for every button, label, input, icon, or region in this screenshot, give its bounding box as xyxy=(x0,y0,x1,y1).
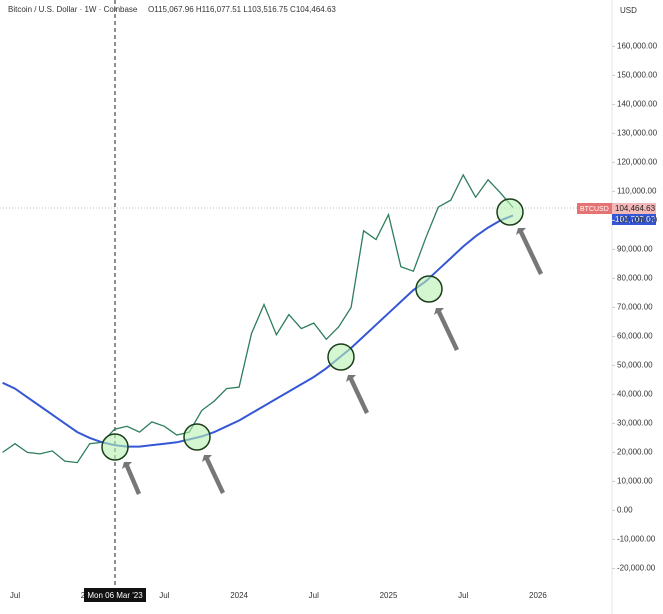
arrow xyxy=(516,228,543,275)
arrow xyxy=(122,462,141,495)
x-tick-label: Jul xyxy=(458,591,468,600)
y-tick-label: 150,000.00 xyxy=(617,71,658,80)
ma-label: 101,707.02 xyxy=(615,215,656,224)
circle xyxy=(415,275,443,303)
y-tick-label: 140,000.00 xyxy=(617,100,658,109)
ma-tag xyxy=(612,214,656,225)
last-price-label: 104,464.63 xyxy=(615,204,656,213)
price-line-series xyxy=(2,173,514,464)
y-tick-label: 90,000.00 xyxy=(617,245,653,254)
arrow xyxy=(202,455,225,494)
ohlc: O115,067.96 H116,077.51 L103,516.75 C104… xyxy=(148,5,336,14)
y-tick-label: 100,000.00 xyxy=(617,216,658,225)
y-tick-label: 160,000.00 xyxy=(617,42,658,51)
x-tick-label: 2025 xyxy=(380,591,398,600)
symbol-label: BTCUSD xyxy=(580,206,609,213)
last-price-tag xyxy=(612,203,656,214)
y-tick-label: 60,000.00 xyxy=(617,332,653,341)
x-axis: -20,000.00 -10,000.00 0.00 10,000.00 20,000.… xyxy=(10,42,658,601)
y-tick-label: 130,000.00 xyxy=(617,129,658,138)
x-tick-label: Jul xyxy=(10,591,20,600)
crosshair-label: Mon 06 Mar '23 xyxy=(87,591,143,600)
arrow xyxy=(346,375,369,414)
y-tick-label: 40,000.00 xyxy=(617,390,653,399)
y-tick-label: 10,000.00 xyxy=(617,477,653,486)
y-tick-label: 120,000.00 xyxy=(617,158,658,167)
x-tick-label: Jul xyxy=(309,591,319,600)
y-tick-label: -20,000.00 xyxy=(617,564,656,573)
circle xyxy=(183,423,211,451)
y-tick-label: 0.00 xyxy=(617,506,633,515)
currency: USD xyxy=(620,6,637,15)
x-tick-label: 2024 xyxy=(230,591,248,600)
circle xyxy=(496,198,524,226)
y-tick-label: -10,000.00 xyxy=(617,535,656,544)
y-tick-label: 20,000.00 xyxy=(617,448,653,457)
symbol-tag xyxy=(577,203,612,214)
circle xyxy=(327,343,355,371)
x-tick-label: Jul xyxy=(159,591,169,600)
y-tick-label: 50,000.00 xyxy=(617,361,653,370)
y-tick-label: 70,000.00 xyxy=(617,303,653,312)
highlights xyxy=(101,198,524,461)
circle xyxy=(101,433,129,461)
y-tick-label: 30,000.00 xyxy=(617,419,653,428)
crosshair-tag xyxy=(84,588,146,602)
chart-title: Bitcoin / U.S. Dollar · 1W · Coinbase xyxy=(8,5,138,14)
x-tick-label: 2026 xyxy=(529,591,547,600)
y-tick-label: 110,000.00 xyxy=(617,187,657,196)
arrow xyxy=(434,308,459,351)
arrows xyxy=(122,228,543,495)
y-tick-label: 80,000.00 xyxy=(617,274,653,283)
